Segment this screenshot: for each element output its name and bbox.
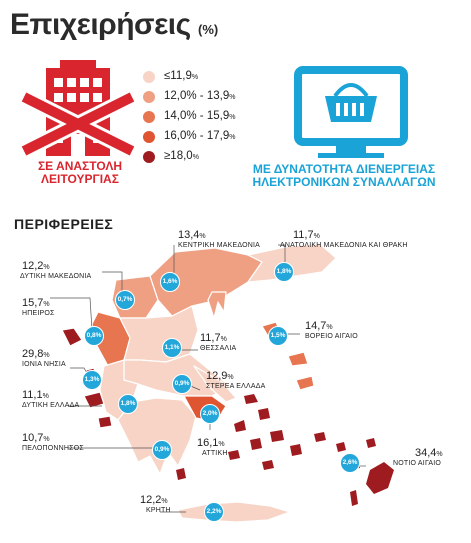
region-central-macedonia (149, 247, 263, 317)
region-name: ΚΕΝΤΡΙΚΗ ΜΑΚΕΔΟΝΙΑ (178, 242, 261, 249)
region-value: 11,7% (200, 332, 227, 344)
region-south-aegean (176, 394, 394, 506)
region-peloponnese (117, 397, 197, 475)
region-chalkidiki (207, 291, 227, 319)
legend-swatch (143, 71, 155, 83)
online-bubble: 2,6% (340, 453, 360, 473)
regions-title: ΠΕΡΙΦΕΡΕΙΕΣ (14, 216, 114, 232)
region-name: ΙΟΝΙΑ ΝΗΣΙΑ (22, 361, 66, 368)
region-name: ΒΟΡΕΙΟ ΑΙΓΑΙΟ (305, 333, 358, 340)
region-name: ΠΕΛΟΠΟΝΝΗΣΟΣ (22, 445, 84, 452)
legend-item: ≤11,9% (143, 70, 283, 84)
region-ionian-corfu (61, 327, 83, 347)
online-bubble: 1,1% (162, 338, 182, 358)
online-caption-line-1: ΜΕ ΔΥΝΑΤΟΤΗΤΑ ΔΙΕΝΕΡΓΕΙΑΣ (252, 162, 436, 176)
page-title: Επιχειρήσεις (10, 8, 191, 41)
region-value: 11,1% (22, 389, 49, 401)
legend-label: ≤11,9% (164, 70, 199, 82)
region-name: ΚΡΗΤΗ (146, 507, 171, 514)
legend-item: 14,0% - 15,9% (143, 110, 283, 124)
online-bubble: 0,8% (84, 326, 104, 346)
region-name: ΘΕΣΣΑΛΙΑ (200, 345, 237, 352)
region-name: ΝΟΤΙΟ ΑΙΓΑΙΟ (393, 460, 442, 467)
legend-item: 12,0% - 13,9% (143, 90, 283, 104)
region-name: ΔΥΤΙΚΗ ΕΛΛΑΔΑ (22, 402, 80, 409)
region-ionian-kefalonia (83, 391, 105, 409)
region-value: 15,7% (22, 297, 50, 309)
online-bubble: 0,9% (152, 440, 172, 460)
online-caption: ΜΕ ΔΥΝΑΤΟΤΗΤΑ ΔΙΕΝΕΡΓΕΙΑΣ ΗΛΕΚΤΡΟΝΙΚΩΝ Σ… (244, 163, 444, 189)
online-bubble: 2,0% (200, 404, 220, 424)
legend-label: ≥18,0% (164, 150, 199, 162)
region-value: 12,2% (22, 260, 50, 272)
legend-label: 14,0% - 15,9% (164, 110, 236, 122)
region-value: 12,2% (140, 494, 168, 506)
online-bubble: 1,6% (160, 272, 180, 292)
legend-label: 12,0% - 13,9% (164, 90, 236, 102)
region-value: 11,7% (293, 229, 320, 241)
legend-swatch (143, 91, 155, 103)
region-north-aegean-3 (295, 375, 315, 391)
legend-item: ≥18,0% (143, 150, 283, 164)
legend-swatch (143, 131, 155, 143)
online-bubble: 2,2% (204, 502, 224, 522)
region-north-aegean-2 (287, 351, 309, 367)
region-value: 34,4% (415, 447, 443, 459)
region-value: 12,9% (206, 370, 234, 382)
online-bubble: 1,8% (274, 262, 294, 282)
online-bubble: 1,5% (268, 326, 288, 346)
region-name: ΑΝΑΤΟΛΙΚΗ ΜΑΚΕΔΟΝΙΑ ΚΑΙ ΘΡΑΚΗ (280, 242, 408, 249)
online-bubble: 0,7% (115, 290, 135, 310)
region-value: 29,8% (22, 348, 50, 360)
online-caption-line-2: ΗΛΕΚΤΡΟΝΙΚΩΝ ΣΥΝΑΛΛΑΓΩΝ (252, 175, 436, 189)
region-crete (177, 501, 291, 523)
legend-label: 16,0% - 17,9% (164, 130, 236, 142)
region-ionian-zakynthos (97, 415, 113, 429)
region-value: 14,7% (305, 320, 333, 332)
region-evia (193, 365, 237, 403)
online-bubble: 1,3% (82, 370, 102, 390)
legend-swatch (143, 151, 155, 163)
region-name: ΑΤΤΙΚΗ (202, 450, 228, 457)
region-name: ΗΠΕΙΡΟΣ (22, 310, 55, 317)
region-value: 16,1% (197, 437, 225, 449)
legend-item: 16,0% - 17,9% (143, 130, 283, 144)
region-value: 10,7% (22, 432, 50, 444)
legend-swatch (143, 111, 155, 123)
region-value: 13,4% (178, 229, 206, 241)
region-name: ΣΤΕΡΕΑ ΕΛΛΑΔΑ (206, 383, 266, 390)
title-unit: (%) (198, 22, 219, 37)
online-bubble: 1,8% (118, 394, 138, 414)
region-name: ΔΥΤΙΚΗ ΜΑΚΕΔΟΝΙΑ (20, 273, 92, 280)
online-bubble: 0,9% (172, 374, 192, 394)
closed-caption: ΣΕ ΑΝΑΣΤΟΛΗ ΛΕΙΤΟΥΡΓΙΑΣ (37, 159, 123, 186)
region-east-macedonia-thrace (247, 243, 337, 283)
